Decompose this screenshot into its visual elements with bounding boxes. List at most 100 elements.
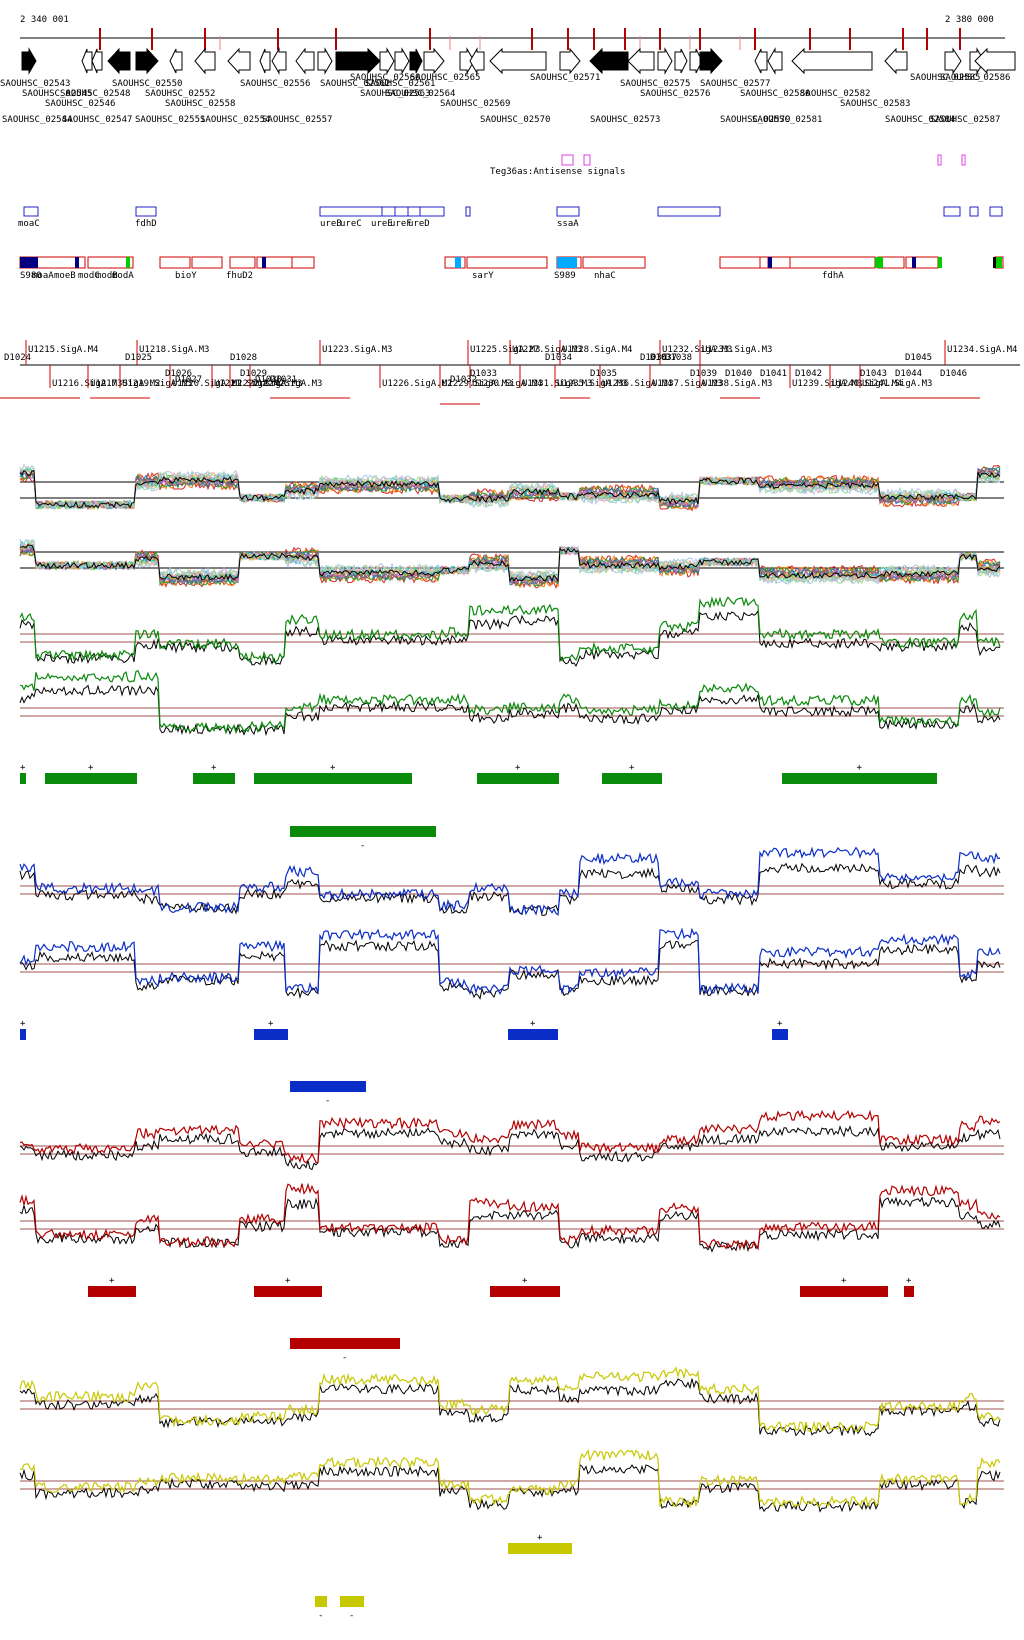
condition-trace: [19, 1449, 1001, 1509]
antisense-label: Teg36as:Antisense signals: [490, 167, 625, 177]
control-trace: [19, 939, 1001, 1000]
plus-region-bar: [508, 1543, 572, 1554]
gene-label: SAOUHSC_02563: [360, 89, 430, 99]
operon-box: [191, 256, 223, 269]
gene-arrow: [259, 48, 271, 74]
operon-label: moaA: [32, 271, 54, 281]
breakpoint-label: D1039: [690, 369, 717, 379]
gene-label: SAOUHSC_02583: [840, 99, 910, 109]
minus-marker: -: [342, 1353, 347, 1363]
gene-label: SAOUHSC_02585: [910, 73, 980, 83]
gene-arrow: [317, 47, 333, 75]
gene-arrow: [227, 47, 251, 75]
gene-label: SAOUHSC_02561: [365, 79, 435, 89]
operon-fill: [993, 257, 996, 268]
plus-region-bar: [88, 1286, 136, 1297]
end-coordinate: 2 380 000: [945, 15, 994, 25]
gene-labels-upper: SAOUHSC_02543SAOUHSC_02545SAOUHSC_02546S…: [0, 73, 1010, 109]
gene-label: SAOUHSC_02543: [0, 79, 70, 89]
gene-label: SAOUHSC_02562: [320, 79, 390, 89]
condition-trace: [19, 1109, 1001, 1164]
operon-label: fdhA: [822, 271, 844, 281]
gene-arrow: [409, 48, 423, 74]
minus-region-bar: [290, 826, 436, 837]
gene-label: SAOUHSC_02550: [112, 79, 182, 89]
gene-arrow: [335, 47, 381, 75]
plus-region-bar: [45, 773, 137, 784]
gene-label: SAOUHSC_02584: [885, 115, 955, 125]
yellow-expression-panel: + - -: [19, 1366, 1004, 1621]
operon-fill: [126, 257, 130, 268]
gene-arrow: [194, 47, 216, 75]
plus-region-bar: [20, 1029, 26, 1040]
promoter-label: U1236.SigA.M4: [602, 379, 672, 389]
operon-box: [582, 256, 646, 269]
promoter-label: U1218.SigA.M3: [139, 345, 209, 355]
condition-trace: [19, 927, 1001, 996]
gene-box: [969, 206, 979, 217]
minus-marker: -: [318, 1611, 323, 1621]
antisense-track: Teg36as:Antisense signals: [490, 154, 966, 177]
operon-fill: [875, 257, 883, 268]
gene-arrow: [91, 48, 103, 74]
operon-label: modC: [78, 271, 100, 281]
sample-trace: [19, 544, 1001, 583]
gene-box: [989, 206, 1003, 217]
promoter-label: U1232.SigA.M3: [662, 345, 732, 355]
plus-marker: +: [20, 763, 26, 773]
breakpoint-label: D1040: [725, 369, 752, 379]
control-trace: [19, 862, 1001, 916]
minus-region-bar: [290, 1081, 366, 1092]
gene-arrow: [489, 47, 547, 75]
breakpoint-label: D1024: [4, 353, 31, 363]
breakpoint-label: D1038: [665, 353, 692, 363]
operon-label: S980: [20, 271, 42, 281]
operon-box: [229, 256, 256, 269]
plus-marker: +: [211, 763, 217, 773]
breakpoint-label: D1031: [270, 375, 297, 385]
gene-arrow: [589, 47, 629, 75]
breakpoint-label: D1043: [860, 369, 887, 379]
operon-box: [291, 256, 315, 269]
gene-arrow: [767, 47, 783, 75]
breakpoint-label: D1037: [650, 353, 677, 363]
plus-marker: +: [906, 1276, 912, 1286]
blue-expression-panel: + + + + -: [19, 846, 1004, 1106]
gene-label: SAOUHSC_02557: [262, 115, 332, 125]
gene-label: SAOUHSC_02580: [740, 89, 810, 99]
operon-label: fhuD2: [226, 271, 253, 281]
promoter-label: U1238.SigA.M3: [702, 379, 772, 389]
minus-region-bar: [290, 1338, 400, 1349]
breakpoint-label: D1026: [165, 369, 192, 379]
gene-label: SAOUHSC_02556: [240, 79, 310, 89]
gene-arrow: [559, 47, 581, 75]
red-expression-panel: + + + + + -: [19, 1109, 1004, 1363]
promoter-label: U1241.SigA.M3: [862, 379, 932, 389]
sample-trace: [19, 463, 1001, 511]
gene-arrow: [21, 47, 37, 75]
gene-arrow: [81, 48, 93, 74]
minus-marker: -: [325, 1096, 330, 1106]
promoter-label: U1235.SigA.M3: [557, 379, 627, 389]
gene-label: SAOUHSC_02554: [200, 115, 270, 125]
breakpoint-label: D1034: [545, 353, 572, 363]
gene-label: SAOUHSC_02560: [350, 73, 420, 83]
sample-trace: [19, 538, 1001, 585]
control-trace: [19, 609, 1001, 668]
gene-arrow: [469, 47, 485, 75]
gene-arrow: [423, 47, 445, 75]
control-trace: [19, 1463, 1001, 1513]
control-trace: [19, 684, 1001, 737]
antisense-box: [961, 154, 966, 166]
gene-arrow: [107, 47, 131, 75]
operon-fill: [75, 257, 79, 268]
plus-marker: +: [285, 1276, 291, 1286]
plus-marker: +: [629, 763, 635, 773]
operon-box: [159, 256, 191, 269]
plus-region-bar: [772, 1029, 788, 1040]
gene-label: SAOUHSC_02545: [22, 89, 92, 99]
plus-region-bar: [508, 1029, 558, 1040]
operon-fill: [262, 257, 266, 268]
